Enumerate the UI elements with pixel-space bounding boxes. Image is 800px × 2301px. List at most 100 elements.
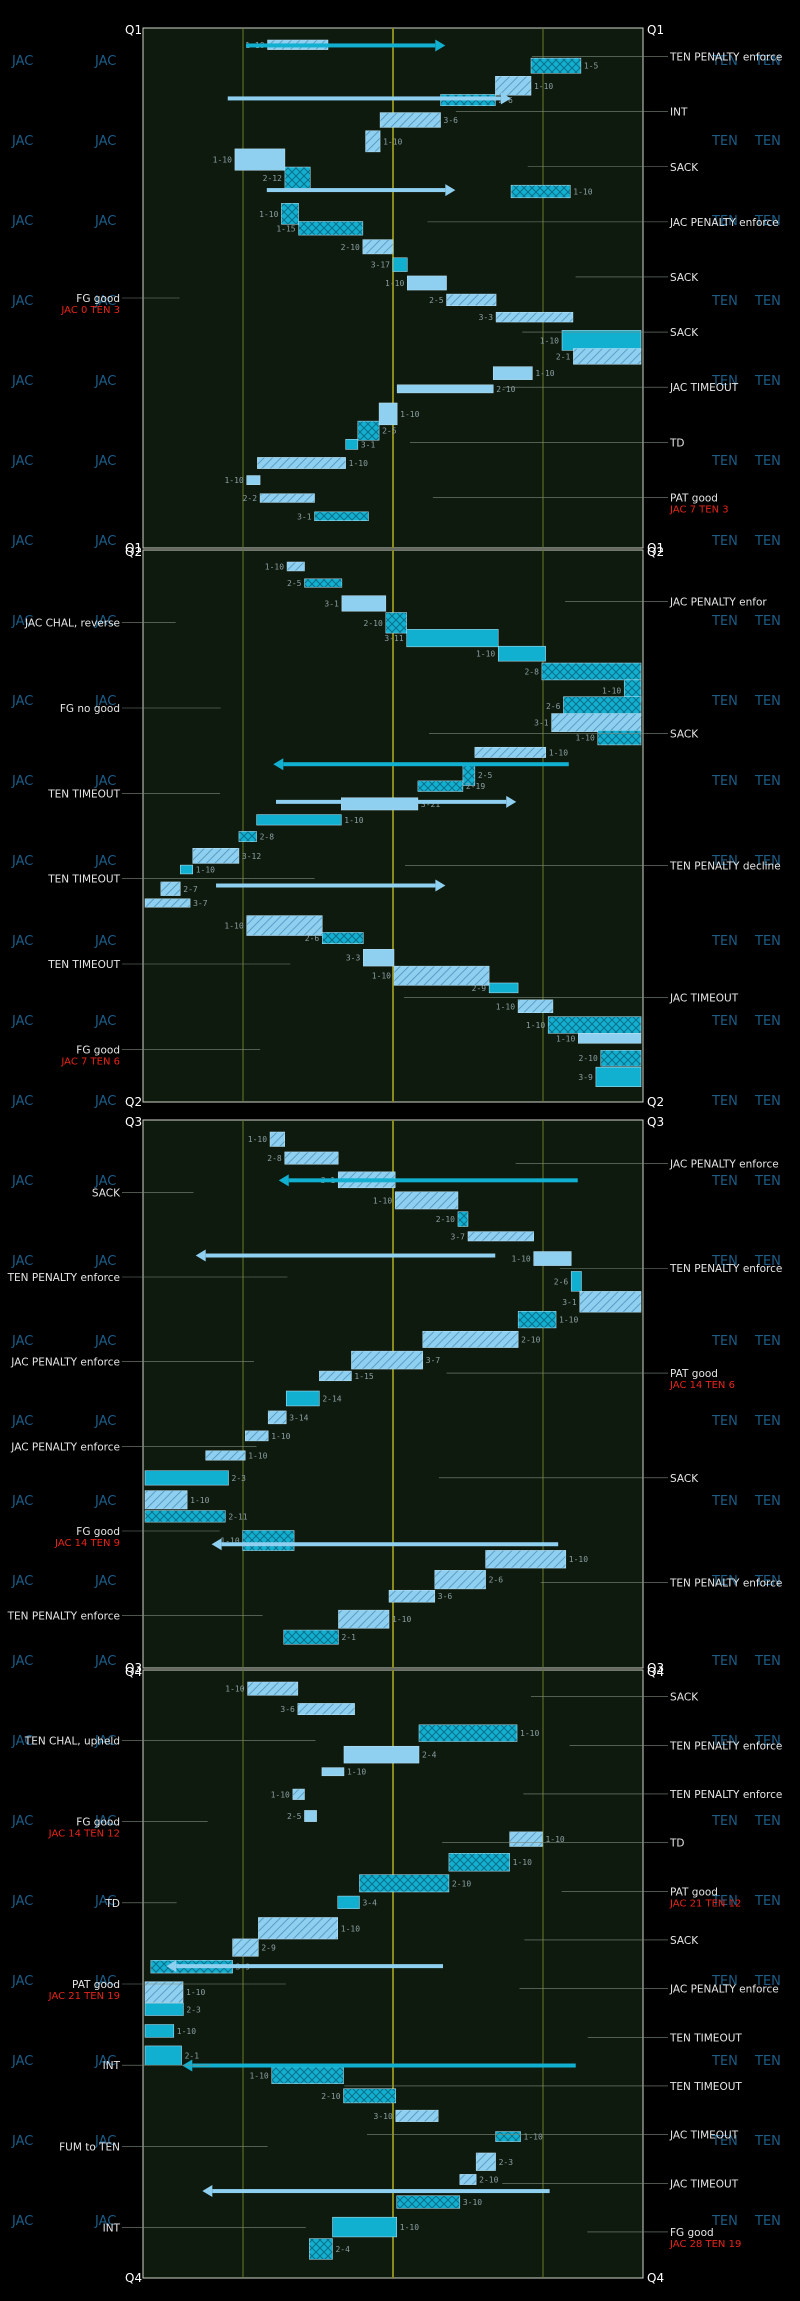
right-event-label: SACK xyxy=(670,1935,699,1947)
quarter-label: Q2 xyxy=(125,1095,142,1109)
home-team-watermark: JAC xyxy=(11,2134,33,2149)
away-team-watermark: TEN xyxy=(754,2134,781,2149)
play-box xyxy=(495,311,574,323)
right-event-label: PAT good xyxy=(670,492,718,504)
play-box xyxy=(448,1853,510,1872)
left-event-label: INT xyxy=(103,2222,121,2234)
score-label: JAC 14 TEN 12 xyxy=(48,1829,120,1840)
down-distance-label: 2-1 xyxy=(341,1633,356,1642)
home-team-watermark: JAC xyxy=(11,374,33,389)
away-team-watermark: TEN xyxy=(754,1414,781,1429)
down-distance-label: 1-10 xyxy=(392,1615,411,1624)
home-team-watermark: JAC xyxy=(94,1094,116,1109)
down-distance-label: 2-4 xyxy=(422,1751,437,1760)
away-team-watermark: TEN xyxy=(711,1254,738,1269)
right-event-label: JAC PENALTY enfor xyxy=(669,597,767,609)
play-box xyxy=(283,1629,339,1645)
right-event-label: SACK xyxy=(670,272,699,284)
down-distance-label: 1-10 xyxy=(372,972,391,981)
play-box xyxy=(365,130,381,153)
home-team-watermark: JAC xyxy=(11,694,33,709)
score-label: JAC 21 TEN 12 xyxy=(669,1898,741,1909)
right-event-label: JAC TIMEOUT xyxy=(669,993,739,1005)
play-box xyxy=(418,1724,518,1742)
down-distance-label: 2-7 xyxy=(183,885,198,894)
down-distance-label: 2-10 xyxy=(436,1215,455,1224)
play-box xyxy=(600,1050,642,1067)
home-team-watermark: JAC xyxy=(94,2054,116,2069)
home-team-watermark: JAC xyxy=(11,1814,33,1829)
left-event-label: TEN TIMEOUT xyxy=(47,874,120,886)
home-team-watermark: JAC xyxy=(11,1414,33,1429)
left-event-label: TD xyxy=(105,1898,121,1910)
play-box xyxy=(284,166,311,190)
down-distance-label: 1-10 xyxy=(383,137,402,146)
down-distance-label: 2-12 xyxy=(263,174,282,183)
right-event-label: INT xyxy=(670,107,688,119)
quarter-label: Q3 xyxy=(125,1115,142,1129)
away-team-watermark: TEN xyxy=(711,1894,738,1909)
away-team-watermark: TEN xyxy=(711,1174,738,1189)
away-team-watermark: TEN xyxy=(711,1014,738,1029)
drive-arrow xyxy=(246,43,436,48)
away-team-watermark: TEN xyxy=(754,854,781,869)
home-team-watermark: JAC xyxy=(94,1654,116,1669)
drive-arrow-head xyxy=(435,39,446,52)
play-box xyxy=(541,662,642,681)
down-distance-label: 3-3 xyxy=(479,313,494,322)
play-box xyxy=(338,1609,390,1629)
away-team-watermark: TEN xyxy=(754,1014,781,1029)
down-distance-label: 1-10 xyxy=(347,1768,366,1777)
down-distance-label: 3-10 xyxy=(463,2198,482,2207)
play-box xyxy=(547,1016,642,1034)
away-team-watermark: TEN xyxy=(754,534,781,549)
home-team-watermark: JAC xyxy=(94,1494,116,1509)
down-distance-label: 1-10 xyxy=(224,476,243,485)
home-team-watermark: JAC xyxy=(94,774,116,789)
play-box xyxy=(396,384,494,394)
drive-arrow xyxy=(275,799,507,804)
home-team-watermark: JAC xyxy=(94,1894,116,1909)
left-event-label: INT xyxy=(103,2060,121,2072)
down-distance-label: 2-10 xyxy=(341,243,360,252)
play-box xyxy=(359,1874,450,1893)
play-box xyxy=(357,420,380,441)
down-distance-label: 2-5 xyxy=(287,579,302,588)
away-team-watermark: TEN xyxy=(754,1094,781,1109)
quarter-label: Q3 xyxy=(647,1115,664,1129)
play-box xyxy=(510,184,571,199)
play-box xyxy=(422,1330,519,1348)
play-box xyxy=(259,493,315,503)
right-event-label: JAC TIMEOUT xyxy=(669,382,739,394)
down-distance-label: 1-10 xyxy=(177,2027,196,2036)
play-box xyxy=(488,982,519,994)
down-distance-label: 3-1 xyxy=(361,440,376,449)
home-team-watermark: JAC xyxy=(11,614,33,629)
play-box xyxy=(385,612,407,634)
quarter-label: Q4 xyxy=(647,2271,664,2285)
left-event-label: TEN PENALTY enforce xyxy=(7,1611,120,1623)
home-team-watermark: JAC xyxy=(11,1974,33,1989)
drive-arrow xyxy=(221,1542,559,1547)
play-box xyxy=(362,239,394,255)
play-box xyxy=(467,1231,534,1242)
score-label: JAC 28 TEN 19 xyxy=(669,2239,741,2250)
right-event-label: TEN TIMEOUT xyxy=(669,2032,742,2044)
quarter-label: Q2 xyxy=(647,545,664,559)
down-distance-label: 3-12 xyxy=(242,852,261,861)
down-distance-label: 2-5 xyxy=(478,771,493,780)
away-team-watermark: TEN xyxy=(754,934,781,949)
play-box xyxy=(396,2195,461,2209)
away-team-watermark: TEN xyxy=(754,374,781,389)
left-event-label: FUM to TEN xyxy=(59,2141,120,2153)
play-box xyxy=(595,1066,642,1087)
play-box xyxy=(345,439,359,450)
away-team-watermark: TEN xyxy=(711,534,738,549)
quarter-label: Q3 xyxy=(647,1661,664,1675)
drive-arrow xyxy=(216,883,436,888)
left-event-label: JAC CHAL, reverse xyxy=(24,618,120,630)
play-box xyxy=(298,221,364,236)
play-box xyxy=(269,1131,286,1147)
down-distance-label: 1-10 xyxy=(248,1135,267,1144)
down-distance-label: 1-10 xyxy=(213,156,232,165)
